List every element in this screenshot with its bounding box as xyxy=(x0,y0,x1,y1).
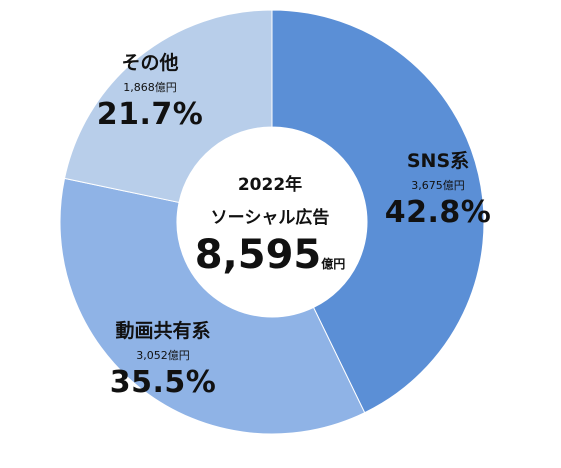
label-video: 動画共有系 3,052億円 35.5% xyxy=(88,316,238,400)
slice-amount-other: 1,868億円 xyxy=(123,81,177,94)
slice-video xyxy=(59,177,366,435)
label-sns: SNS系 3,675億円 42.8% xyxy=(373,146,503,230)
slice-amount-video: 3,052億円 xyxy=(136,349,190,362)
center-total-row: 8,595億円 xyxy=(180,232,360,278)
center-unit: 億円 xyxy=(321,257,346,271)
center-total: 8,595 xyxy=(194,232,322,278)
center-year: 2022年 xyxy=(237,175,303,195)
slice-name-other: その他 xyxy=(121,52,179,74)
donut-hole xyxy=(177,127,367,317)
center-label: 2022年 ソーシャル広告 8,595億円 xyxy=(180,170,360,278)
slice-percent-other: 21.7% xyxy=(96,97,204,132)
slice-percent-video: 35.5% xyxy=(109,365,217,400)
center-category: ソーシャル広告 xyxy=(210,208,330,228)
slice-name-video: 動画共有系 xyxy=(115,320,211,342)
label-other: その他 1,868億円 21.7% xyxy=(85,48,215,132)
slice-name-sns: SNS系 xyxy=(406,150,470,172)
slice-percent-sns: 42.8% xyxy=(384,195,492,230)
slice-amount-sns: 3,675億円 xyxy=(411,179,465,192)
